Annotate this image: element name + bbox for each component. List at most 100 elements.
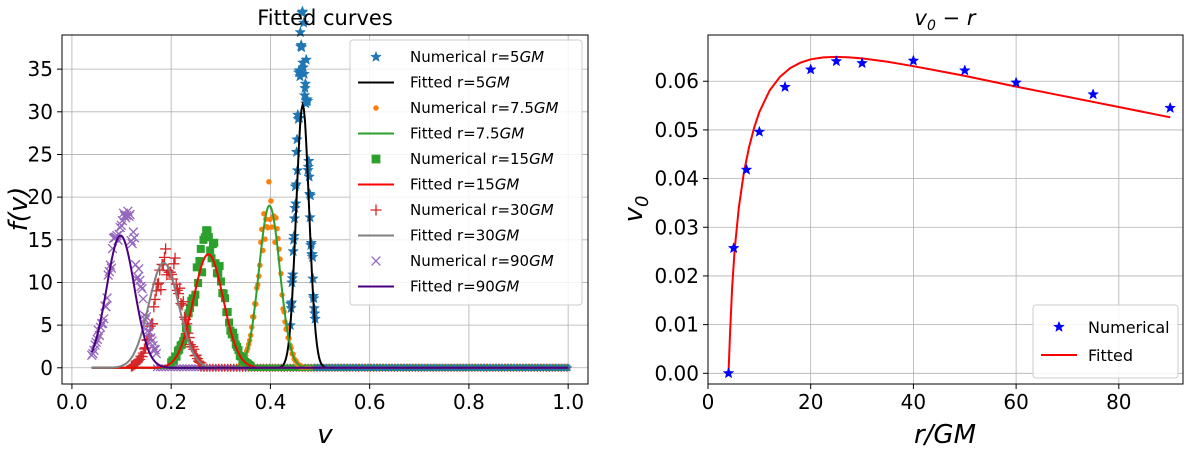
left-ylabel: f(v) <box>4 187 34 232</box>
data-point <box>138 293 149 304</box>
data-point <box>740 163 753 175</box>
data-point <box>196 244 205 253</box>
legend-label: Fitted r=7.5GM <box>410 125 524 143</box>
data-point <box>727 241 740 254</box>
left-legend: Numerical r=5GM Fitted r=5GM Numerical r=7… <box>349 39 583 306</box>
data-point <box>269 224 275 230</box>
data-point <box>753 125 766 137</box>
left-ytick-label: 30 <box>28 100 53 124</box>
data-point <box>1164 101 1177 114</box>
data-point <box>268 198 274 204</box>
data-point <box>177 296 189 308</box>
left-xtick-label: 1.0 <box>552 390 584 414</box>
data-point <box>200 233 209 242</box>
legend-marker <box>370 50 382 62</box>
data-point <box>215 262 224 271</box>
data-point <box>129 233 140 243</box>
data-point <box>133 264 144 274</box>
data-point <box>216 277 225 286</box>
data-point <box>158 251 170 263</box>
right-ytick-label: 0.06 <box>654 69 699 93</box>
data-point <box>160 243 172 255</box>
data-point <box>219 289 228 298</box>
data-point <box>128 227 139 237</box>
right-plot-frame <box>707 34 1184 385</box>
series-fitted <box>727 55 1171 374</box>
data-point <box>190 298 199 307</box>
data-point <box>175 297 187 309</box>
legend-entry-fitted-r-7-5gm: Fitted r=7.5GM <box>358 125 524 143</box>
legend-entry-fitted-r-15gm: Fitted r=15GM <box>358 176 519 194</box>
data-point <box>120 212 131 223</box>
data-point <box>210 238 219 247</box>
data-point <box>127 238 138 249</box>
data-point <box>306 250 319 263</box>
left-ticks: 0.0 0.2 0.4 0.6 0.8 1.0 0 5 10 15 20 25 30 35 <box>28 57 585 414</box>
right-ytick-label: 0.04 <box>654 167 699 191</box>
left-xtick-label: 0.0 <box>56 390 88 414</box>
right-xtick-label: 80 <box>1106 390 1131 414</box>
data-point <box>907 54 920 66</box>
right-title: v0 − r <box>915 6 977 34</box>
left-xtick-label: 0.4 <box>255 390 287 414</box>
legend-label: Numerical r=5GM <box>410 48 544 66</box>
left-series-layer <box>86 5 573 372</box>
legend-label: Fitted r=90GM <box>410 278 519 296</box>
right-ytick-label: 0.03 <box>654 215 699 239</box>
data-point <box>220 294 229 303</box>
data-point <box>88 348 98 359</box>
data-point <box>204 233 213 242</box>
data-point <box>295 41 308 53</box>
data-point <box>206 246 215 255</box>
data-point <box>289 201 301 214</box>
right-ytick-label: 0.01 <box>654 313 699 337</box>
data-point <box>144 320 156 332</box>
data-point <box>169 252 181 264</box>
data-point <box>300 53 313 65</box>
left-ytick-label: 0 <box>40 356 53 380</box>
left-ytick-label: 35 <box>28 57 53 81</box>
data-point <box>168 258 180 270</box>
data-point <box>779 80 791 93</box>
data-point <box>291 133 303 145</box>
data-point <box>266 179 272 185</box>
right-ytick-label: 0.05 <box>654 118 699 142</box>
left-plot-frame <box>61 34 589 385</box>
left-ytick-label: 25 <box>28 142 53 166</box>
data-point <box>297 16 310 28</box>
legend-label: Fitted <box>1088 346 1133 365</box>
data-point <box>151 348 162 359</box>
legend-label: Numerical r=7.5GM <box>410 99 558 117</box>
left-plot: 0.0 0.2 0.4 0.6 0.8 1.0 0 5 10 15 20 25 30 35 Fitted … <box>4 5 589 450</box>
right-plot: 0 20 40 60 80 0.00 0.01 0.02 0.03 0.04 0.05 0.06 v0… <box>619 6 1184 450</box>
legend-label: Fitted r=30GM <box>410 227 519 245</box>
legend-entry-fitted-r-90gm: Fitted r=90GM <box>358 278 519 296</box>
data-point <box>173 288 185 300</box>
data-point <box>125 209 135 220</box>
legend-entry-numerical: Numerical <box>1053 318 1170 337</box>
right-legend: Numerical Fitted <box>1032 304 1179 379</box>
data-point <box>288 212 301 224</box>
right-ytick-label: 0.00 <box>654 361 699 385</box>
right-xtick-label: 20 <box>798 390 823 414</box>
legend-label: Numerical r=90GM <box>410 252 554 270</box>
data-point <box>230 333 239 342</box>
data-point <box>290 145 303 158</box>
left-ytick-label: 10 <box>28 270 53 294</box>
legend-entry-fitted: Fitted <box>1041 346 1133 365</box>
series-fitted-r-90gm <box>90 234 569 369</box>
data-point <box>304 189 317 201</box>
legend-marker <box>1053 320 1065 332</box>
data-point <box>145 333 156 343</box>
data-point <box>115 222 126 233</box>
data-point <box>194 278 203 287</box>
data-point <box>143 321 154 332</box>
data-point <box>195 256 204 265</box>
right-legend-box <box>1032 304 1179 379</box>
data-point <box>958 64 971 76</box>
left-xlabel: v <box>317 420 333 450</box>
left-xtick-label: 0.6 <box>354 390 386 414</box>
data-point <box>856 56 868 69</box>
data-point <box>299 81 311 94</box>
